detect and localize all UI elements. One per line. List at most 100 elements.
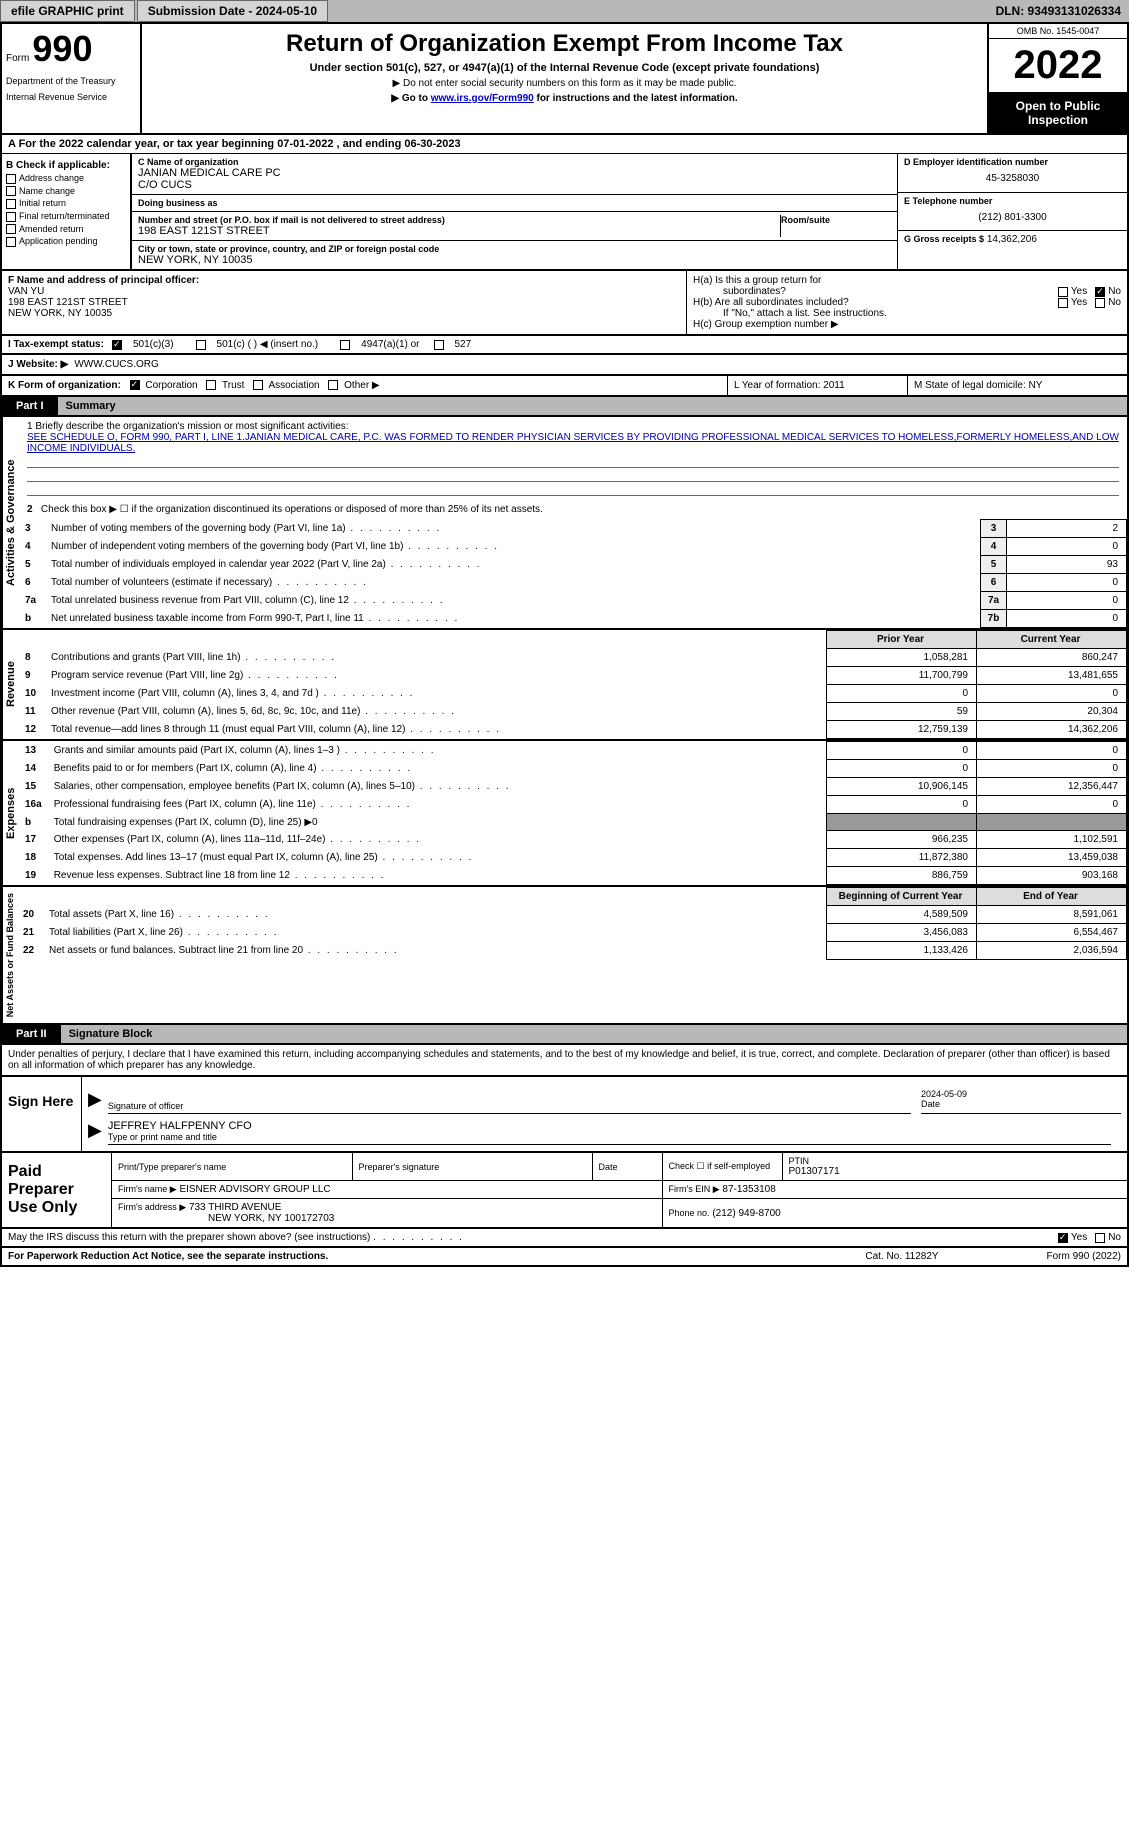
table-row: 13Grants and similar amounts paid (Part … (19, 742, 1127, 760)
prep-sig-label: Preparer's signature (359, 1162, 586, 1172)
chk-other[interactable] (328, 380, 338, 390)
expenses-section: Expenses 13Grants and similar amounts pa… (0, 741, 1129, 887)
ptin-label: PTIN (789, 1156, 1122, 1166)
suite-label: Room/suite (781, 215, 891, 225)
i-527: 527 (455, 339, 472, 350)
org-name-box: C Name of organization JANIAN MEDICAL CA… (132, 154, 897, 195)
k-assoc: Association (268, 380, 319, 391)
addr-label: Number and street (or P.O. box if mail i… (138, 215, 780, 225)
ha-label: H(a) Is this a group return for (693, 275, 821, 286)
vlabel-ag: Activities & Governance (2, 417, 19, 628)
declaration-text: Under penalties of perjury, I declare th… (0, 1045, 1129, 1077)
firm-ein-label: Firm's EIN ▶ (669, 1184, 720, 1194)
phone-value: (212) 801-3300 (904, 206, 1121, 223)
mission-box: 1 Briefly describe the organization's mi… (19, 417, 1127, 500)
discuss-no-checkbox[interactable] (1095, 1233, 1105, 1243)
irs-label: Internal Revenue Service (6, 92, 136, 102)
b-label: B Check if applicable: (6, 160, 126, 171)
hb-label: H(b) Are all subordinates included? (693, 297, 1058, 308)
org-name-2: C/O CUCS (138, 179, 891, 191)
table-row: 16aProfessional fundraising fees (Part I… (19, 796, 1127, 814)
net-assets-section: Net Assets or Fund Balances Beginning of… (0, 887, 1129, 1025)
firm-name-value: EISNER ADVISORY GROUP LLC (179, 1184, 330, 1195)
table-row: 7aTotal unrelated business revenue from … (19, 592, 1127, 610)
table-row: 11Other revenue (Part VIII, column (A), … (19, 703, 1127, 721)
line2-discontinue: 2 Check this box ▶ ☐ if the organization… (19, 500, 1127, 519)
header-center: Return of Organization Exempt From Incom… (142, 24, 987, 133)
table-row: 21Total liabilities (Part X, line 26)3,4… (17, 924, 1127, 942)
chk-assoc[interactable] (253, 380, 263, 390)
line-i-tax-exempt: I Tax-exempt status: 501(c)(3) 501(c) ( … (0, 336, 1129, 355)
topbar: efile GRAPHIC print Submission Date - 20… (0, 0, 1129, 24)
j-label: J Website: ▶ (8, 359, 68, 370)
ha-yes-checkbox[interactable] (1058, 287, 1068, 297)
firm-addr2-value: NEW YORK, NY 100172703 (118, 1213, 334, 1224)
city-label: City or town, state or province, country… (138, 244, 891, 254)
firm-addr-value: 733 THIRD AVENUE (189, 1202, 281, 1213)
h-box: H(a) Is this a group return for subordin… (687, 271, 1127, 334)
chk-corp[interactable] (130, 380, 140, 390)
chk-501c3[interactable] (112, 340, 122, 350)
vlabel-net-assets: Net Assets or Fund Balances (2, 887, 17, 1023)
part2-title: Signature Block (61, 1025, 1127, 1043)
f-label: F Name and address of principal officer: (8, 275, 680, 286)
sig-arrow-1: ▶ (88, 1089, 102, 1114)
discuss-yes-checkbox[interactable] (1058, 1233, 1068, 1243)
ein-label: D Employer identification number (904, 157, 1121, 167)
submission-date-button[interactable]: Submission Date - 2024-05-10 (137, 0, 328, 22)
hb-no-checkbox[interactable] (1095, 298, 1105, 308)
m-state-domicile: M State of legal domicile: NY (907, 376, 1127, 395)
column-c: C Name of organization JANIAN MEDICAL CA… (132, 154, 897, 269)
chk-trust[interactable] (206, 380, 216, 390)
table-row: 14Benefits paid to or for members (Part … (19, 760, 1127, 778)
table-row: 22Net assets or fund balances. Subtract … (17, 942, 1127, 960)
note-ssn: ▶ Do not enter social security numbers o… (146, 78, 983, 89)
irs-link[interactable]: www.irs.gov/Form990 (431, 93, 534, 104)
chk-527[interactable] (434, 340, 444, 350)
chk-initial-return[interactable]: Initial return (6, 198, 126, 209)
ha-sub-label: subordinates? (693, 286, 1058, 297)
chk-final-return[interactable]: Final return/terminated (6, 211, 126, 222)
signature-field[interactable]: Signature of officer (108, 1089, 911, 1114)
phone-label: E Telephone number (904, 196, 1121, 206)
sign-date-field: 2024-05-09 Date (921, 1089, 1121, 1114)
gross-label: G Gross receipts $ (904, 234, 984, 244)
hb-yes-checkbox[interactable] (1058, 298, 1068, 308)
ha-no-checkbox[interactable] (1095, 287, 1105, 297)
table-header-row: Prior YearCurrent Year (19, 631, 1127, 649)
chk-amended-return[interactable]: Amended return (6, 224, 126, 235)
i-501c: 501(c) ( ) ◀ (insert no.) (217, 339, 319, 350)
table-row: 19Revenue less expenses. Subtract line 1… (19, 867, 1127, 885)
ha-yes-label: Yes (1071, 286, 1087, 297)
phone-box: E Telephone number (212) 801-3300 (898, 193, 1127, 232)
org-name: JANIAN MEDICAL CARE PC (138, 167, 891, 179)
chk-4947[interactable] (340, 340, 350, 350)
mission-blank-1 (27, 454, 1119, 468)
prep-phone-value: (212) 949-8700 (712, 1208, 780, 1219)
l-year-formation: L Year of formation: 2011 (727, 376, 907, 395)
k-label: K Form of organization: (8, 380, 121, 391)
chk-application-pending[interactable]: Application pending (6, 236, 126, 247)
form-header: Form 990 Department of the Treasury Inte… (0, 24, 1129, 135)
part1-title: Summary (58, 397, 1127, 415)
column-d: D Employer identification number 45-3258… (897, 154, 1127, 269)
net-assets-table: Beginning of Current YearEnd of Year20To… (17, 887, 1127, 960)
table-row: 10Investment income (Part VIII, column (… (19, 685, 1127, 703)
hb-no-label: No (1108, 297, 1121, 308)
org-name-label: C Name of organization (138, 157, 891, 167)
chk-address-change[interactable]: Address change (6, 173, 126, 184)
part2-num: Part II (2, 1025, 61, 1043)
chk-name-change[interactable]: Name change (6, 186, 126, 197)
city-value: NEW YORK, NY 10035 (138, 254, 891, 266)
prep-self-employed[interactable]: Check ☐ if self-employed (669, 1161, 776, 1172)
table-row: 17Other expenses (Part IX, column (A), l… (19, 831, 1127, 849)
website-value: WWW.CUCS.ORG (74, 359, 158, 370)
efile-print-button[interactable]: efile GRAPHIC print (0, 0, 135, 22)
table-row: 15Salaries, other compensation, employee… (19, 778, 1127, 796)
table-row: 9Program service revenue (Part VIII, lin… (19, 667, 1127, 685)
line-j-website: J Website: ▶ WWW.CUCS.ORG (0, 355, 1129, 376)
sig-arrow-2: ▶ (88, 1120, 102, 1145)
k-corp: Corporation (145, 380, 197, 391)
cat-no: Cat. No. 11282Y (827, 1248, 977, 1265)
chk-501c[interactable] (196, 340, 206, 350)
